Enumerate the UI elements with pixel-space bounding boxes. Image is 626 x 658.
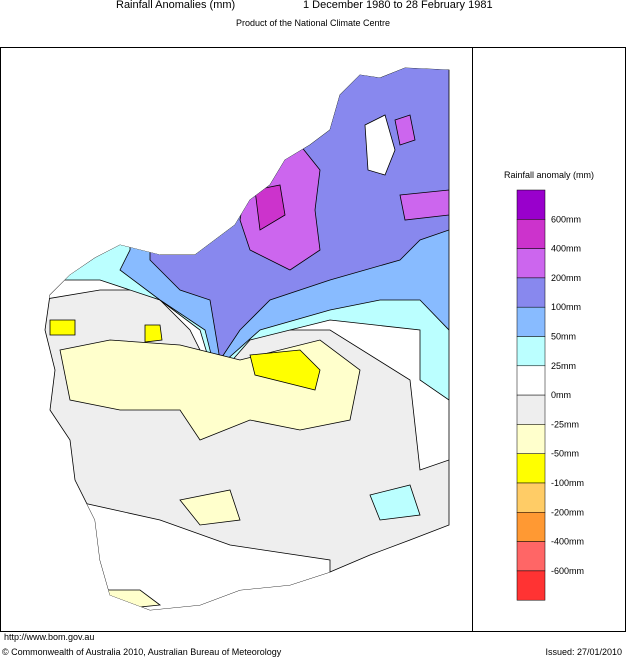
issued: Issued: 27/01/2010 — [545, 647, 622, 657]
legend-label: 200mm — [551, 273, 581, 283]
legend: 600mm 400mm 200mm 100mm 50mm 25mm 0mm -25mm -50m… — [516, 189, 584, 601]
legend-swatch — [516, 482, 546, 513]
legend-label: -200mm — [551, 507, 584, 517]
legend-swatch — [516, 453, 546, 484]
legend-swatch — [516, 219, 546, 249]
legend-swatch — [516, 570, 546, 601]
legend-swatch — [516, 394, 546, 425]
legend-swatch — [516, 512, 546, 542]
legend-swatch — [516, 248, 546, 279]
legend-label: -400mm — [551, 537, 584, 547]
legend-label: 0mm — [551, 390, 571, 400]
legend-label: 100mm — [551, 302, 581, 312]
legend-swatch — [516, 336, 546, 367]
legend-swatch — [516, 424, 546, 454]
legend-swatch — [516, 189, 546, 220]
legend-swatch — [516, 541, 546, 572]
legend-title: Rainfall anomaly (mm) — [504, 170, 594, 180]
legend-label: -25mm — [551, 419, 579, 429]
legend-swatch — [516, 306, 546, 337]
legend-label: 400mm — [551, 244, 581, 254]
legend-label: -100mm — [551, 478, 584, 488]
legend-swatch — [516, 365, 546, 396]
legend-label: 600mm — [551, 214, 581, 224]
legend-label: -600mm — [551, 566, 584, 576]
legend-label: -50mm — [551, 449, 579, 459]
url: http://www.bom.gov.au — [4, 632, 94, 642]
subtitle: Product of the National Climate Centre — [236, 18, 390, 28]
legend-label: 50mm — [551, 332, 576, 342]
map — [44, 67, 450, 611]
title: Rainfall Anomalies (mm) — [116, 0, 235, 11]
legend-swatch — [516, 277, 546, 308]
period: 1 December 1980 to 28 February 1981 — [303, 0, 493, 11]
legend-label: 25mm — [551, 361, 576, 371]
copyright: © Commonwealth of Australia 2010, Austra… — [2, 647, 282, 657]
